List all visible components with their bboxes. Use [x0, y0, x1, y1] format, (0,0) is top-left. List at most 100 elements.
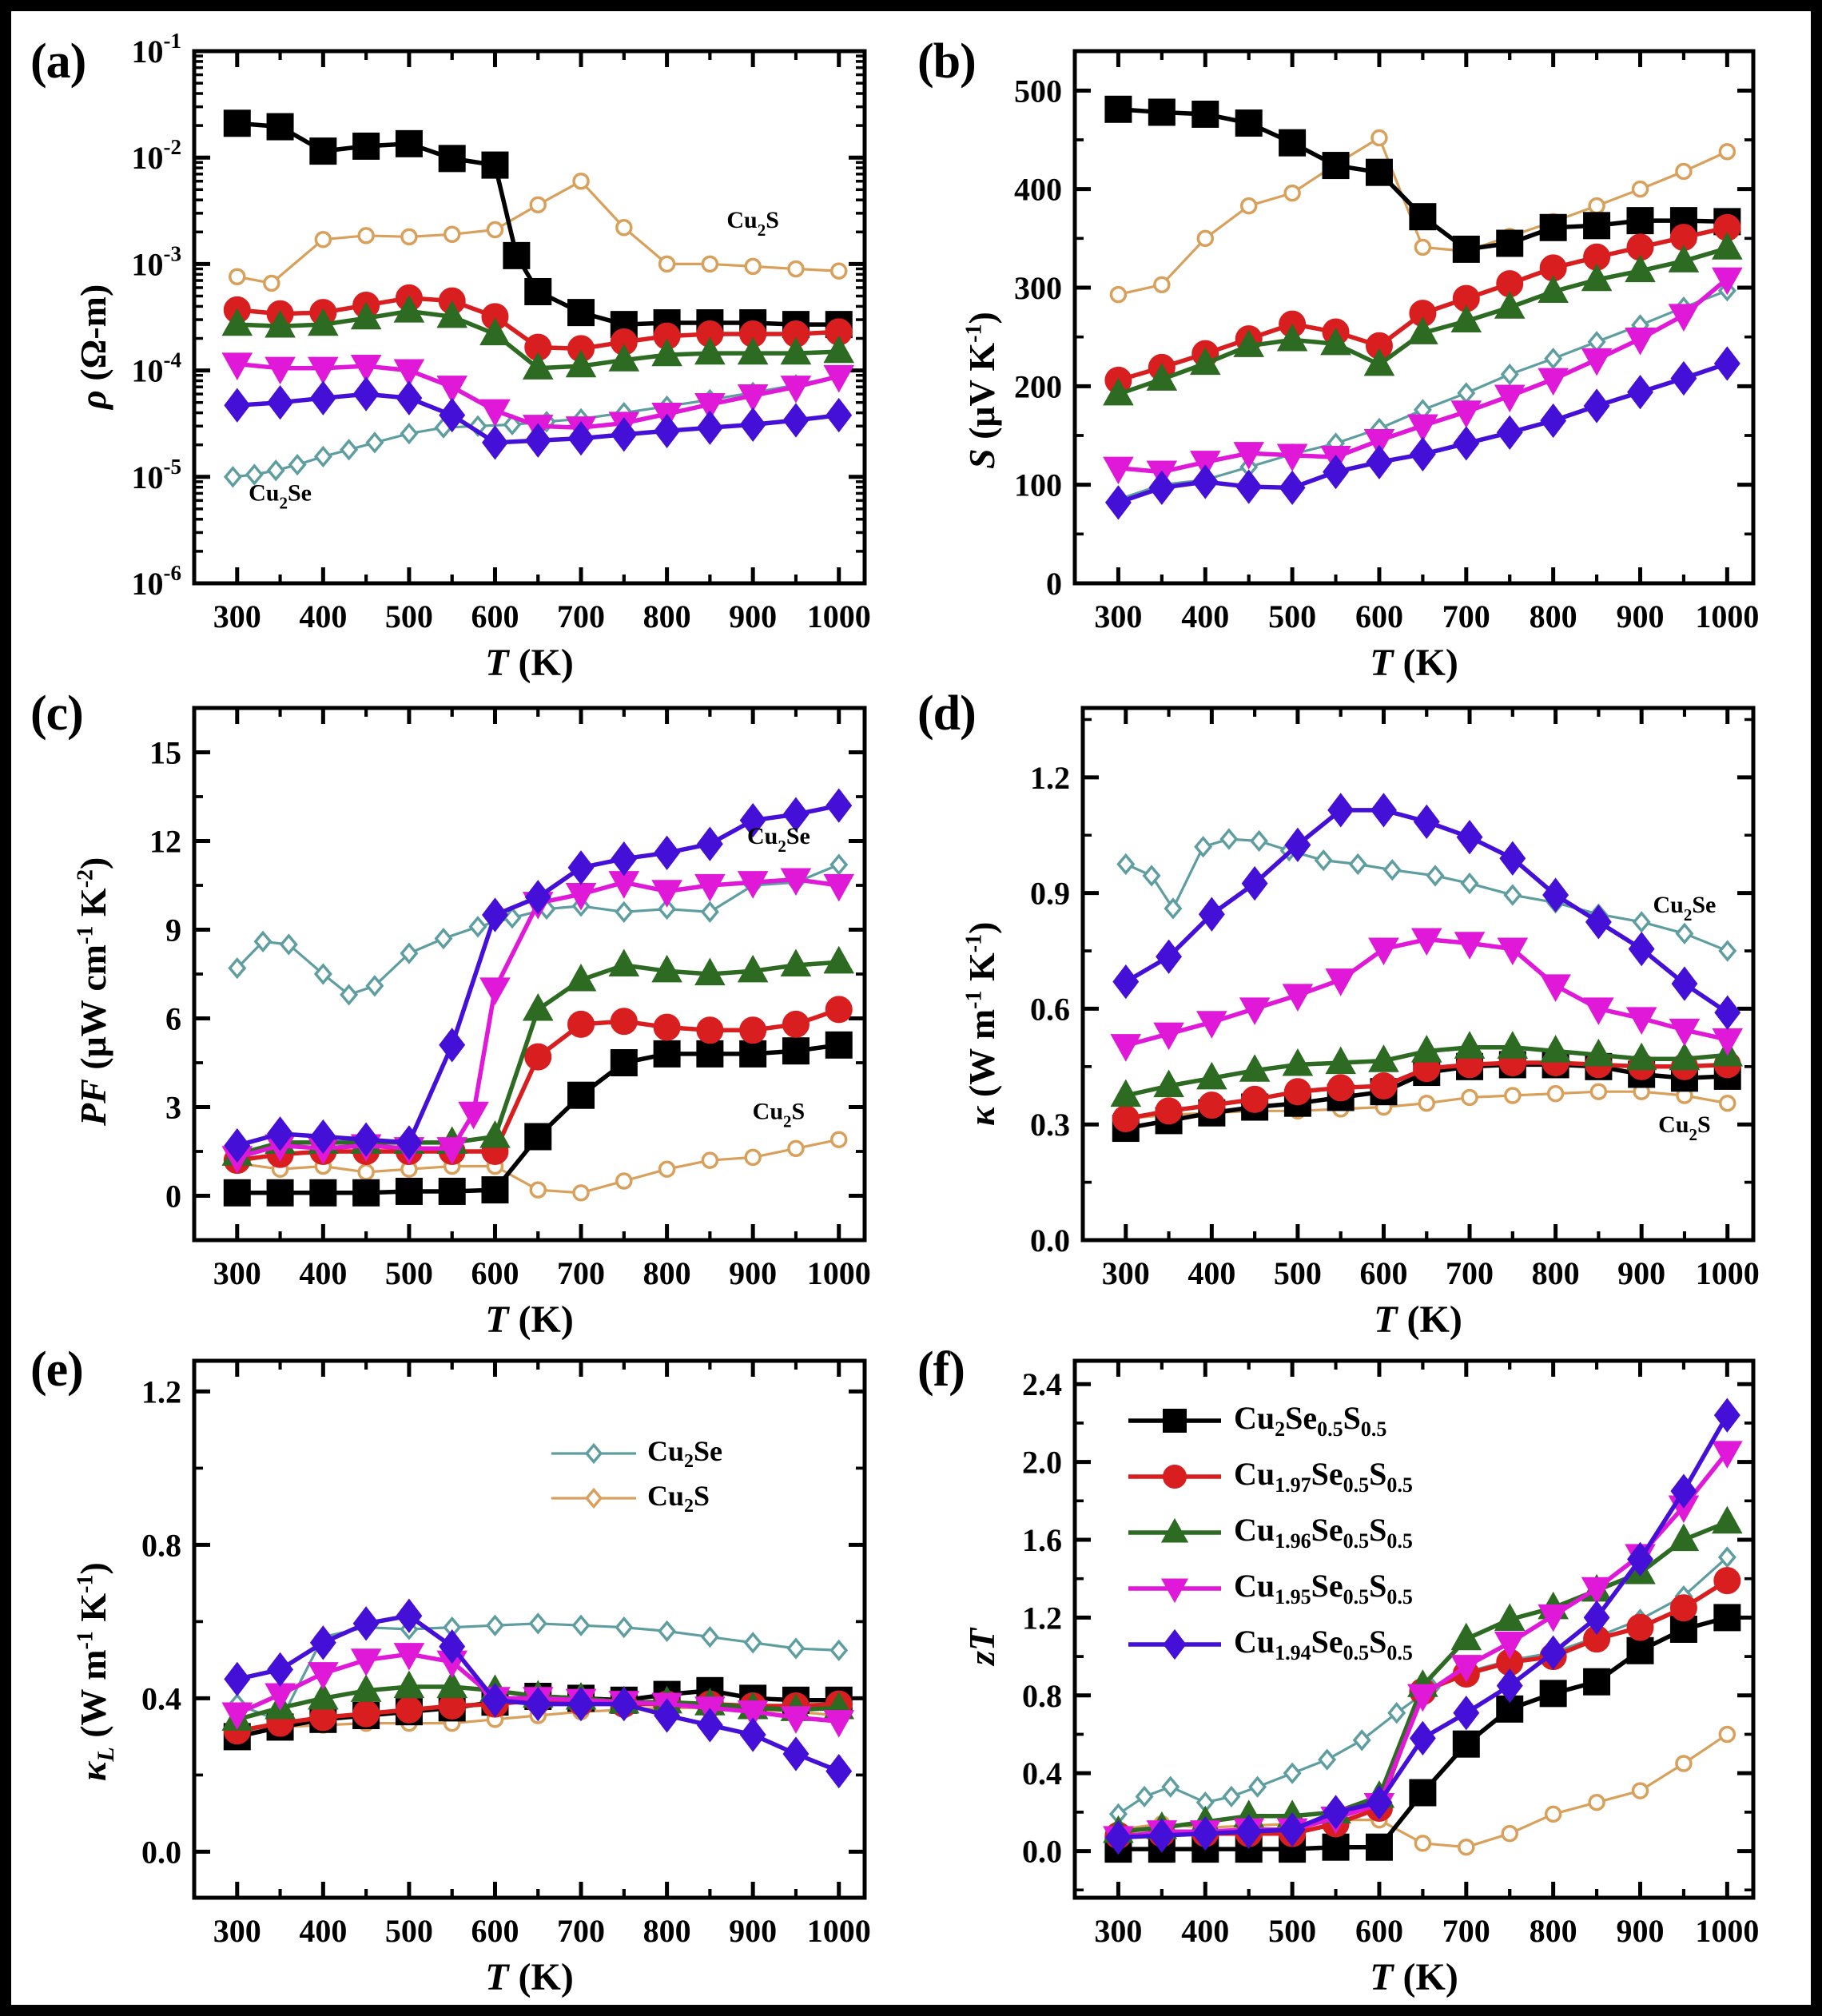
svg-text:600: 600: [471, 1913, 519, 1949]
svg-text:1.2: 1.2: [1030, 760, 1070, 796]
svg-text:900: 900: [1617, 1255, 1665, 1291]
inset-legend-e: Cu2Se Cu2S: [550, 1431, 722, 1521]
series-group-d: [1110, 793, 1744, 1143]
plot-frame-f: [1072, 1358, 1756, 1900]
y-axis-f: 0.0 0.4 0.8 1.2 1.6 2.0 2.4: [1022, 1366, 1753, 1891]
svg-text:900: 900: [729, 1913, 777, 1949]
svg-text:2.0: 2.0: [1022, 1444, 1062, 1480]
series-Cu1_94Se0_5S0_5: [1104, 1398, 1740, 1855]
svg-text:15: 15: [149, 735, 181, 771]
svg-text:400: 400: [1187, 1255, 1235, 1291]
svg-text:0.3: 0.3: [1030, 1107, 1070, 1143]
legend-item-cu197[interactable]: Cu1.97Se0.5S0.5: [1127, 1449, 1413, 1505]
svg-text:10-2: 10-2: [132, 135, 182, 176]
svg-text:10-4: 10-4: [132, 348, 182, 389]
series-group-c: [221, 788, 855, 1207]
legend-label-cu197: Cu1.97Se0.5S0.5: [1234, 1456, 1413, 1497]
svg-text:0.9: 0.9: [1030, 876, 1070, 912]
svg-text:800: 800: [643, 1913, 691, 1949]
svg-text:Cu2S: Cu2S: [726, 207, 779, 240]
svg-text:1000: 1000: [1695, 598, 1759, 634]
svg-text:0.8: 0.8: [141, 1527, 181, 1563]
plot-c: 300 400 500 600 700 800 900 1000 0 3 6 9 12 15 Cu2Se Cu…: [149, 706, 871, 1291]
series-Cu1_97Se0_5S0_5: [223, 996, 853, 1175]
svg-text:0.0: 0.0: [141, 1834, 181, 1870]
legend-label-cu2se05s05: Cu2Se0.5S0.5: [1234, 1400, 1387, 1441]
plot-frame-c: [192, 706, 867, 1243]
legend-label-Cu2Se: Cu2Se: [647, 1434, 723, 1472]
legend-item-Cu2S[interactable]: Cu2S: [550, 1476, 722, 1521]
svg-text:700: 700: [1442, 1913, 1490, 1949]
legend-label-Cu2S: Cu2S: [647, 1479, 710, 1517]
series-Cu1_97Se0_5S0_5: [223, 284, 853, 363]
svg-text:1000: 1000: [1696, 1255, 1760, 1291]
svg-text:900: 900: [729, 598, 777, 634]
legend-label-cu195: Cu1.95Se0.5S0.5: [1234, 1568, 1413, 1609]
svg-text:9: 9: [165, 913, 181, 948]
svg-text:800: 800: [1530, 598, 1577, 634]
series-Cu2Se0_5S0_5: [223, 1032, 853, 1207]
legend-item-cu2se05s05[interactable]: Cu2Se0.5S0.5: [1127, 1393, 1413, 1449]
plot-frame-b: [1072, 49, 1756, 586]
svg-text:Cu2Se: Cu2Se: [249, 479, 312, 512]
svg-text:1.2: 1.2: [1022, 1600, 1062, 1636]
svg-text:200: 200: [1014, 368, 1062, 404]
panel-c: 300 400 500 600 700 800 900 1000 0 3 6 9 12 15 Cu2Se Cu…: [22, 679, 911, 1341]
x-axis-e: 300 400 500 600 700 800 900 1000: [213, 1360, 871, 1949]
series-Cu1_96Se0_5S0_5: [221, 295, 855, 380]
legend-item-cu195[interactable]: Cu1.95Se0.5S0.5: [1127, 1561, 1413, 1616]
svg-text:300: 300: [1094, 598, 1142, 634]
svg-text:0.4: 0.4: [1022, 1756, 1062, 1791]
series-group-b: [1103, 95, 1743, 520]
plot-frame-a: [192, 49, 867, 586]
legend-marker-cu194: [1128, 1628, 1221, 1660]
svg-text:600: 600: [1355, 598, 1403, 634]
svg-text:0.0: 0.0: [1030, 1223, 1070, 1259]
svg-text:600: 600: [471, 1255, 519, 1291]
panel-label-c: (c): [30, 686, 84, 742]
x-axis-a: 300 400 500 600 700 800 900 1000: [213, 51, 871, 634]
svg-text:900: 900: [1617, 598, 1665, 634]
svg-text:Cu2Se: Cu2Se: [1653, 892, 1717, 924]
series-Cu1_94Se0_5S0_5: [224, 788, 853, 1163]
svg-text:500: 500: [385, 1255, 433, 1291]
legend-item-Cu2Se[interactable]: Cu2Se: [550, 1431, 722, 1476]
annotation-Cu2Se: Cu2Se: [747, 824, 810, 857]
svg-text:300: 300: [213, 1255, 261, 1291]
series-group-e: [221, 1598, 855, 1788]
x-axis-f: 300 400 500 600 700 800 900 1000: [1094, 1360, 1759, 1949]
legend-item-cu196[interactable]: Cu1.96Se0.5S0.5: [1127, 1505, 1413, 1561]
svg-text:1000: 1000: [1695, 1913, 1759, 1949]
legend-item-cu194[interactable]: Cu1.94Se0.5S0.5: [1127, 1616, 1413, 1672]
legend-marker-cu197: [1128, 1464, 1221, 1489]
svg-text:Cu2S: Cu2S: [753, 1099, 806, 1131]
svg-text:600: 600: [1359, 1255, 1407, 1291]
svg-text:10-3: 10-3: [132, 241, 182, 282]
svg-text:600: 600: [1355, 1913, 1403, 1949]
svg-text:500: 500: [1274, 1255, 1322, 1291]
plot-d: 300 400 500 600 700 800 900 1000 0.0 0.3 0.6 0.9 1.2…: [1030, 706, 1760, 1291]
svg-text:10-5: 10-5: [132, 455, 182, 495]
svg-text:0: 0: [1046, 566, 1062, 602]
x-axis-title: T (K): [1374, 1298, 1462, 1342]
svg-text:700: 700: [1442, 598, 1490, 634]
svg-text:1000: 1000: [807, 1913, 871, 1949]
legend-marker-Cu2Se: [551, 1442, 636, 1464]
x-axis-title: T (K): [1370, 642, 1458, 684]
svg-text:Cu2Se: Cu2Se: [747, 824, 810, 857]
y-axis-title: S (μV K-1): [961, 312, 1002, 469]
y-axis-title: zT: [961, 1628, 1002, 1665]
series-Cu1_97Se0_5S0_5: [1104, 213, 1741, 394]
panel-label-f: (f): [917, 1342, 965, 1397]
panel-label-e: (e): [30, 1342, 84, 1397]
plot-frame-d: [1080, 706, 1756, 1243]
plot-e: 300 400 500 600 700 800 900 1000 0.0 0.4 0.8 1.2: [141, 1358, 871, 1949]
legend-label-cu196: Cu1.96Se0.5S0.5: [1234, 1512, 1413, 1553]
svg-text:400: 400: [1014, 172, 1062, 208]
svg-text:1.6: 1.6: [1022, 1522, 1062, 1558]
plot-a: 300 400 500 600 700 800 900 1000 10-1 10-2 10-3 10-…: [132, 29, 871, 634]
svg-text:0.4: 0.4: [141, 1680, 181, 1716]
y-axis-c: 0 3 6 9 12 15: [149, 735, 865, 1215]
svg-text:300: 300: [1102, 1255, 1150, 1291]
y-axis-e: 0.0 0.4 0.8 1.2: [141, 1374, 865, 1870]
